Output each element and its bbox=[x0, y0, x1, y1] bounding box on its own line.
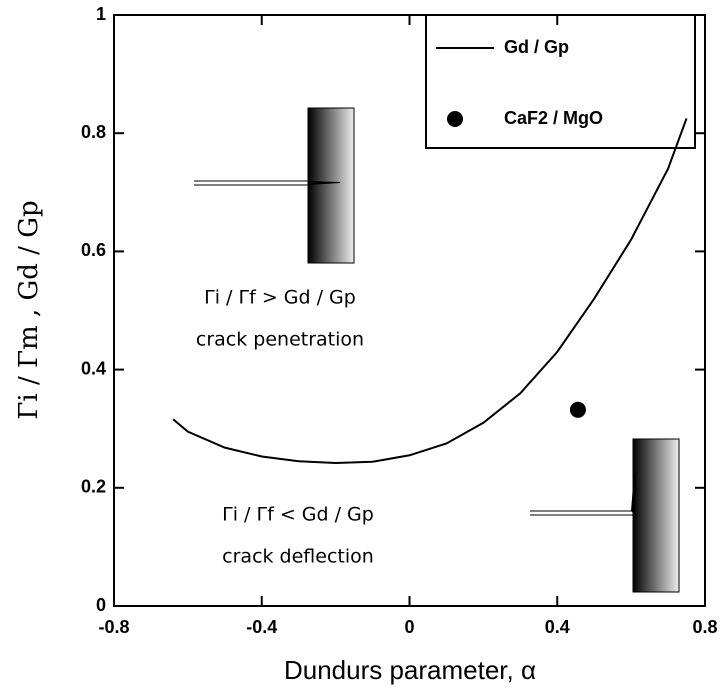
y-tick-label: 0.6 bbox=[81, 240, 106, 260]
y-tick-label: 1 bbox=[96, 4, 106, 24]
x-tick-label: -0.8 bbox=[98, 617, 129, 637]
y-tick-label: 0.8 bbox=[81, 122, 106, 142]
annotation: crack penetration bbox=[196, 329, 364, 351]
x-tick-label: -0.4 bbox=[246, 617, 277, 637]
legend-swatch bbox=[447, 111, 463, 127]
legend-box bbox=[425, 14, 696, 149]
x-axis-label: Dundurs parameter, α bbox=[284, 655, 536, 685]
annotation: Γi / Γf > Gd / Gp bbox=[204, 287, 356, 309]
annotation: Γi / Γf < Gd / Gp bbox=[222, 504, 374, 526]
legend-label: Gd / Gp bbox=[504, 37, 569, 57]
legend-label: CaF2 / MgO bbox=[504, 108, 603, 128]
y-tick-label: 0.4 bbox=[81, 358, 106, 378]
x-tick-label: 0 bbox=[404, 617, 414, 637]
y-tick-label: 0 bbox=[96, 595, 106, 615]
crack-icon bbox=[530, 438, 680, 593]
annotation: crack deflection bbox=[222, 546, 374, 568]
y-axis-label: Γi / Γm , Gd / Gp bbox=[14, 200, 44, 419]
crack-icon bbox=[194, 107, 355, 264]
x-tick-label: 0.8 bbox=[692, 617, 717, 637]
line bbox=[172, 118, 688, 464]
x-tick-label: 0.4 bbox=[545, 617, 570, 637]
y-tick-label: 0.2 bbox=[81, 477, 106, 497]
point bbox=[569, 401, 586, 418]
